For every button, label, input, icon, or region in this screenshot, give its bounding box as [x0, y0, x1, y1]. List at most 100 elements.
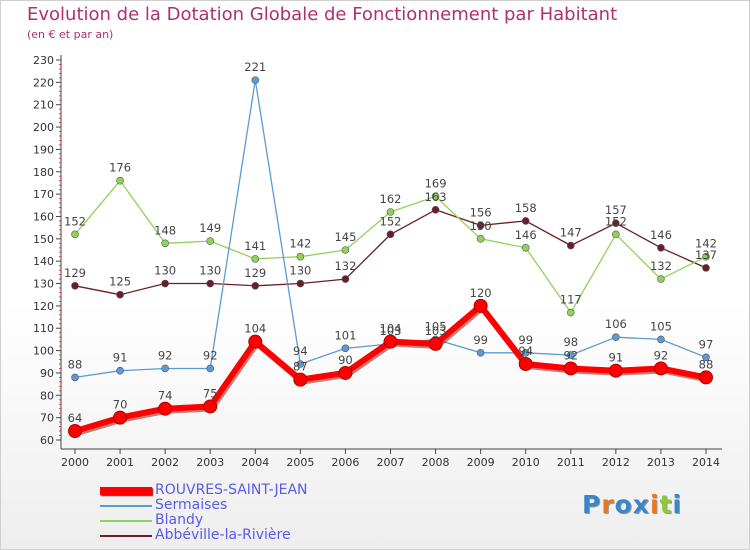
data-label: 149 [199, 221, 221, 235]
x-tick-label: 2014 [692, 456, 720, 469]
data-point [161, 239, 169, 248]
data-label: 146 [515, 228, 537, 242]
data-point [386, 230, 395, 239]
data-label: 97 [699, 337, 714, 351]
x-tick-label: 2004 [241, 456, 269, 469]
x-tick-label: 2008 [422, 456, 450, 469]
data-point [296, 360, 305, 368]
data-label: 92 [654, 348, 669, 362]
data-point [653, 361, 668, 376]
data-label: 162 [380, 192, 402, 206]
data-label: 156 [470, 205, 492, 219]
legend-label: Blandy [155, 512, 204, 528]
chart-subtitle: (en € et par an) [27, 28, 114, 41]
data-label: 64 [68, 411, 83, 425]
data-point [386, 208, 395, 216]
data-point [608, 363, 623, 378]
data-point [161, 279, 169, 288]
data-label: 130 [199, 264, 221, 278]
data-label: 152 [64, 214, 86, 228]
data-point [203, 399, 218, 414]
data-label: 88 [68, 357, 83, 371]
data-label: 158 [515, 201, 537, 215]
data-point [521, 243, 530, 252]
x-tick-label: 2011 [557, 456, 585, 469]
data-label: 104 [380, 322, 402, 336]
x-tick-label: 2003 [196, 456, 224, 469]
data-label: 129 [244, 266, 266, 280]
x-tick-label: 2006 [331, 456, 359, 469]
data-label: 99 [473, 333, 488, 347]
data-label: 150 [470, 219, 492, 233]
data-label: 91 [113, 351, 128, 365]
data-label: 117 [560, 293, 582, 307]
data-point [248, 334, 263, 349]
legend-swatch [100, 520, 152, 522]
y-tick-label: 80 [40, 389, 54, 402]
data-label: 169 [425, 176, 447, 190]
y-tick-label: 190 [33, 143, 54, 156]
data-label: 129 [64, 266, 86, 280]
data-label: 105 [425, 319, 447, 333]
data-label: 74 [158, 389, 173, 403]
chart-title: Evolution de la Dotation Globale de Fonc… [27, 4, 618, 25]
data-point [702, 353, 710, 362]
x-tick-label: 2000 [61, 456, 89, 469]
legend-swatch [100, 505, 152, 507]
y-tick-label: 130 [33, 278, 54, 291]
legend-label: Sermaises [155, 497, 228, 513]
data-point [296, 279, 305, 288]
y-tick-label: 90 [40, 367, 54, 380]
data-point [476, 349, 485, 357]
y-tick-label: 160 [33, 210, 54, 223]
data-label: 132 [650, 259, 672, 273]
legend-swatch [100, 487, 152, 495]
data-point [699, 370, 713, 385]
data-point [612, 333, 620, 341]
data-label: 92 [203, 348, 218, 362]
data-point [338, 365, 353, 380]
data-point [657, 335, 665, 344]
x-tick-label: 2012 [602, 456, 630, 469]
data-label: 125 [109, 275, 131, 289]
data-point [563, 361, 578, 376]
data-point [296, 252, 305, 261]
y-tick-label: 220 [33, 76, 54, 89]
y-tick-label: 140 [33, 255, 54, 268]
data-point [521, 349, 530, 357]
data-label: 141 [244, 239, 266, 253]
data-label: 75 [203, 386, 218, 400]
data-point [476, 235, 485, 243]
x-tick-label: 2002 [151, 456, 179, 469]
data-label: 148 [154, 223, 176, 237]
y-tick-label: 180 [33, 166, 54, 179]
data-label: 137 [695, 248, 717, 262]
x-tick-label: 2001 [106, 456, 134, 469]
data-point [612, 230, 620, 239]
data-point [521, 217, 530, 225]
data-point [702, 264, 710, 272]
data-point [251, 255, 260, 263]
legend-label: Abbéville-la-Rivière [155, 527, 291, 543]
data-label: 142 [695, 237, 717, 251]
data-point [293, 372, 308, 387]
data-label: 145 [334, 230, 356, 244]
y-tick-label: 60 [40, 434, 54, 447]
data-label: 91 [609, 351, 624, 365]
data-point [431, 192, 440, 201]
data-label: 163 [425, 190, 447, 204]
x-tick-label: 2010 [512, 456, 540, 469]
data-label: 146 [650, 228, 672, 242]
data-label: 221 [244, 60, 266, 74]
data-point [71, 230, 79, 239]
y-tick-label: 230 [33, 54, 54, 67]
data-label: 104 [244, 322, 266, 336]
y-tick-label: 200 [33, 121, 54, 134]
y-tick-label: 150 [33, 233, 54, 246]
data-label: 94 [518, 344, 533, 358]
y-tick-label: 120 [33, 300, 54, 313]
data-point [473, 298, 488, 313]
data-label: 92 [563, 348, 578, 362]
data-label: 142 [289, 237, 311, 251]
